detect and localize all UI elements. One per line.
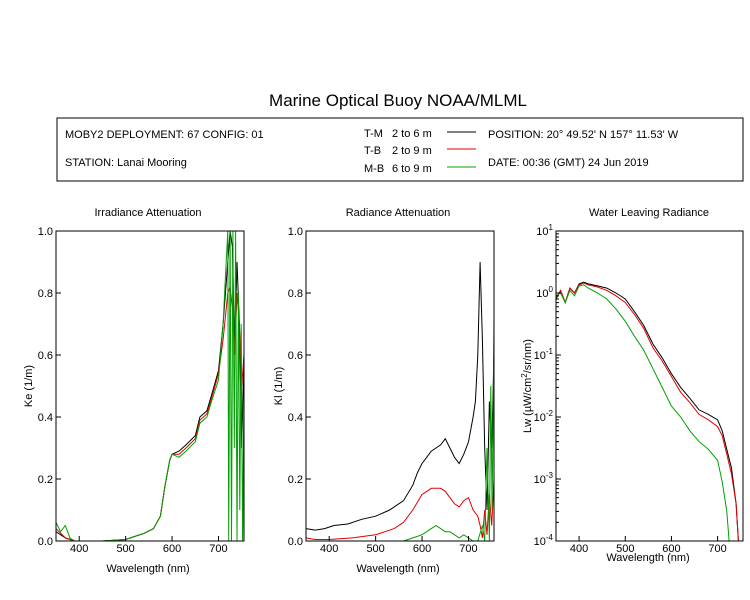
y-tick-label: 0.8: [288, 288, 303, 300]
y-tick-label: 0.6: [38, 350, 53, 362]
panel-title: Radiance Attenuation: [346, 207, 451, 219]
panel-title: Water Leaving Radiance: [589, 207, 709, 219]
y-tick-label: 1.0: [288, 226, 303, 238]
x-tick-label: 400: [570, 543, 588, 555]
y-axis-label: Lw (µW/cm2/sr/nm): [520, 339, 534, 433]
legend-range-mb: 6 to 9 m: [392, 163, 432, 175]
y-tick-label: 1.0: [38, 226, 53, 238]
y-tick-label: 0.4: [38, 412, 53, 424]
x-tick-label: 600: [413, 543, 431, 555]
series-line-t-b: [306, 478, 494, 540]
radiance-attenuation-panel: Radiance Attenuation Wavelength (nm) Kl …: [273, 207, 495, 575]
y-tick-label: 0.0: [288, 536, 303, 548]
legend-range-tm: 2 to 6 m: [392, 128, 432, 140]
plot-frame: [555, 230, 744, 542]
y-tick-label: 10-1: [534, 347, 554, 362]
y-tick-label: 0.0: [38, 536, 53, 548]
x-tick-label: 500: [366, 543, 384, 555]
x-tick-label: 700: [459, 543, 477, 555]
date-label: DATE: 00:36 (GMT) 24 Jun 2019: [488, 157, 649, 169]
series-line-m-b: [56, 231, 244, 541]
deployment-label: MOBY2 DEPLOYMENT: 67 CONFIG: 01: [65, 129, 264, 141]
irradiance-attenuation-panel: Irradiance Attenuation Wavelength (nm) K…: [23, 207, 245, 575]
x-tick-label: 400: [70, 543, 88, 555]
x-tick-label: 500: [116, 543, 134, 555]
series-line-t-m: [56, 231, 244, 541]
legend-code-tm: T-M: [364, 128, 383, 140]
x-axis-label: Wavelength (nm): [106, 563, 189, 575]
x-axis-label: Wavelength (nm): [606, 552, 689, 564]
x-tick-label: 600: [662, 543, 680, 555]
series-line-t-b: [56, 286, 244, 541]
y-tick-label: 10-3: [534, 471, 554, 486]
series-line-t-m: [556, 281, 739, 541]
series-line-m-b: [306, 317, 494, 541]
station-label: STATION: Lanai Mooring: [65, 157, 187, 169]
x-tick-label: 700: [209, 543, 227, 555]
x-tick-label: 600: [163, 543, 181, 555]
x-tick-label: 500: [616, 543, 634, 555]
y-tick-label: 0.2: [288, 474, 303, 486]
y-tick-label: 0.2: [38, 474, 53, 486]
y-axis-label: Kl (1/m): [273, 367, 285, 406]
position-label: POSITION: 20° 49.52' N 157° 11.53' W: [488, 129, 679, 141]
series-line-m-b: [556, 284, 730, 541]
legend: T-M 2 to 6 m T-B 2 to 9 m M-B 6 to 9 m: [364, 128, 476, 175]
panel-title: Irradiance Attenuation: [94, 207, 201, 219]
water-leaving-radiance-panel: Water Leaving Radiance Wavelength (nm) L…: [520, 207, 744, 564]
y-tick-label: 100: [536, 285, 553, 300]
plot-frame: [305, 230, 495, 542]
x-tick-label: 700: [708, 543, 726, 555]
series-line-t-m: [306, 261, 494, 531]
legend-code-tb: T-B: [364, 145, 381, 157]
y-tick-label: 101: [536, 223, 553, 238]
legend-code-mb: M-B: [364, 163, 384, 175]
y-tick-label: 0.4: [288, 412, 303, 424]
y-tick-label: 10-4: [534, 533, 554, 548]
y-tick-label: 0.6: [288, 350, 303, 362]
y-tick-label: 0.8: [38, 288, 53, 300]
y-tick-label: 10-2: [534, 409, 554, 424]
x-axis-label: Wavelength (nm): [356, 563, 439, 575]
plot-frame: [55, 230, 245, 542]
info-box: [56, 117, 744, 182]
x-tick-label: 400: [320, 543, 338, 555]
legend-range-tb: 2 to 9 m: [392, 145, 432, 157]
series-line-t-b: [556, 282, 739, 541]
y-axis-label: Ke (1/m): [23, 365, 35, 407]
figure-title: Marine Optical Buoy NOAA/MLML: [269, 91, 527, 110]
